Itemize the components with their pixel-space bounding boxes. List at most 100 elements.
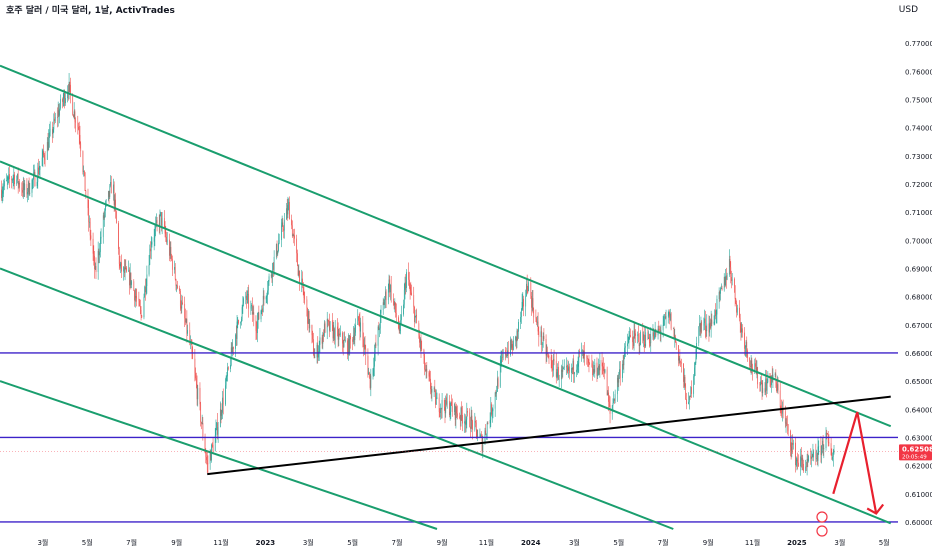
- candle-body: [80, 143, 82, 152]
- candle-body: [766, 382, 768, 391]
- event-marker-icon[interactable]: [816, 511, 828, 523]
- support-trend-line[interactable]: [207, 395, 891, 476]
- candle-body: [821, 445, 823, 456]
- candle-body: [830, 443, 832, 455]
- candle-body: [59, 108, 60, 116]
- candle-body: [516, 330, 518, 342]
- candle-body: [775, 374, 777, 383]
- channel-line[interactable]: [0, 160, 892, 525]
- candle-body: [571, 368, 572, 373]
- candle-body: [73, 111, 75, 118]
- y-axis-tick-label: 0.76000: [905, 68, 932, 76]
- candle-body: [728, 258, 730, 275]
- channel-line[interactable]: [0, 267, 674, 530]
- candle-body: [735, 298, 737, 304]
- candle-body: [689, 396, 691, 398]
- candle-body: [222, 397, 224, 405]
- candle-body: [489, 419, 491, 424]
- candle-body: [399, 325, 401, 331]
- calendar-marker-icon[interactable]: [816, 525, 828, 537]
- candle-body: [176, 285, 178, 287]
- candle-body: [316, 344, 318, 358]
- candle-body: [618, 374, 620, 383]
- candle-body: [260, 310, 262, 320]
- candle-body: [435, 398, 437, 405]
- candle-body: [372, 368, 374, 376]
- candle-body: [114, 199, 116, 205]
- candle-body: [124, 267, 126, 273]
- candle-body: [84, 172, 86, 191]
- y-axis-tick-label: 0.68000: [905, 294, 932, 302]
- candle-body: [77, 122, 79, 127]
- candle-body: [296, 238, 298, 254]
- candle-body: [232, 347, 234, 353]
- candle-body: [460, 407, 462, 421]
- candle-body: [54, 117, 56, 122]
- x-axis-tick-label: 3월: [569, 538, 580, 547]
- candle-body: [694, 367, 695, 377]
- candle-body: [734, 278, 735, 286]
- x-axis-tick-label: 7월: [658, 538, 669, 547]
- candle-body: [502, 350, 504, 358]
- candle-body: [216, 422, 218, 429]
- candle-body: [2, 190, 4, 194]
- candle-body: [362, 322, 364, 340]
- candle-body: [443, 399, 445, 408]
- candle-body: [128, 269, 130, 272]
- candle-body: [674, 336, 676, 339]
- candle-body: [496, 391, 497, 394]
- candle-body: [710, 322, 711, 329]
- candle-body: [404, 282, 406, 290]
- candle-body: [633, 330, 635, 346]
- candle-body: [587, 358, 589, 360]
- candle-body: [574, 372, 575, 375]
- candle-body: [174, 266, 176, 280]
- candle-body: [12, 177, 14, 181]
- candle-body: [22, 189, 23, 193]
- candle-body: [251, 304, 252, 307]
- candle-body: [455, 406, 457, 420]
- y-axis-tick-label: 0.71000: [905, 209, 932, 217]
- projection-arrow-path[interactable]: [832, 411, 878, 514]
- candle-body: [267, 290, 268, 296]
- candle-body: [497, 378, 499, 387]
- candle-body: [311, 324, 313, 336]
- candle-body: [206, 460, 208, 464]
- candle-body: [670, 313, 671, 321]
- currency-label[interactable]: USD: [898, 5, 918, 15]
- candle-body: [501, 357, 503, 361]
- candle-body: [811, 456, 813, 458]
- x-axis-tick-label: 11월: [479, 538, 494, 547]
- candle-body: [527, 290, 529, 292]
- channel-line[interactable]: [0, 380, 438, 530]
- candle-body: [429, 376, 431, 379]
- candle-body: [629, 335, 631, 337]
- candle-body: [145, 286, 147, 293]
- candle-body: [235, 334, 236, 349]
- y-axis-tick-label: 0.65000: [905, 378, 932, 386]
- candle-body: [603, 371, 605, 373]
- candle-body: [827, 432, 828, 435]
- candle-body: [818, 445, 820, 447]
- candle-body: [265, 296, 267, 300]
- candle-body: [670, 313, 672, 329]
- candle-body: [754, 363, 756, 372]
- candle-body: [576, 366, 578, 370]
- candle-body: [521, 302, 523, 309]
- candle-body: [278, 240, 280, 243]
- candle-body: [358, 316, 359, 321]
- candle-body: [403, 289, 405, 305]
- candle-body: [441, 407, 442, 410]
- candle-body: [175, 279, 177, 286]
- candle-body: [680, 361, 681, 363]
- candle-body: [568, 366, 569, 371]
- candle-body: [179, 288, 180, 291]
- candle-body: [647, 332, 649, 339]
- candle-body: [281, 222, 283, 226]
- candle-body: [27, 191, 28, 195]
- channel-line[interactable]: [0, 64, 892, 428]
- candle-body: [686, 399, 687, 405]
- candle-body: [339, 332, 341, 335]
